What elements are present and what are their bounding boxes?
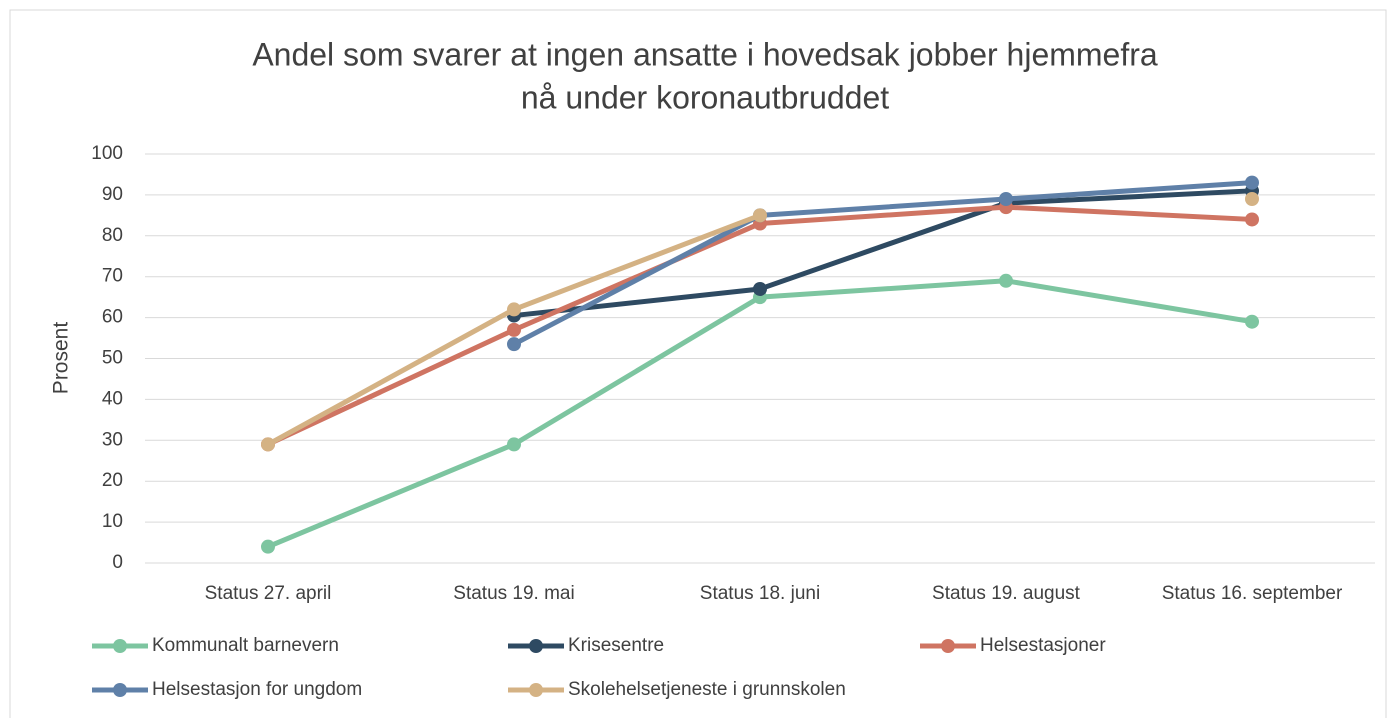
y-tick-label: 10	[102, 511, 123, 532]
x-tick-label: Status 19. august	[932, 583, 1081, 604]
series-line	[513, 188, 1253, 319]
legend-marker	[113, 683, 127, 697]
legend-label: Helsestasjon for ungdom	[152, 679, 362, 700]
data-point	[261, 539, 275, 554]
data-point	[261, 437, 275, 452]
legend-marker	[529, 683, 543, 697]
y-tick-label: 20	[102, 470, 123, 491]
chart-title: Andel som svarer at ingen ansatte i hove…	[252, 36, 1158, 72]
data-point	[1245, 212, 1259, 227]
data-point	[753, 281, 767, 296]
x-tick-label: Status 27. april	[205, 583, 332, 604]
data-point	[1245, 175, 1259, 190]
y-tick-label: 60	[102, 307, 123, 328]
y-axis-label: Prosent	[50, 322, 73, 395]
data-point	[507, 337, 521, 352]
x-tick-label: Status 16. september	[1162, 583, 1343, 604]
y-tick-label: 30	[102, 429, 123, 450]
y-tick-label: 40	[102, 388, 123, 409]
series-line	[512, 180, 1253, 347]
data-point	[1245, 314, 1259, 329]
data-point	[999, 273, 1013, 288]
data-point	[507, 302, 521, 317]
y-tick-label: 50	[102, 348, 123, 369]
y-tick-label: 90	[102, 184, 123, 205]
legend-label: Helsestasjoner	[980, 635, 1106, 656]
legend-marker	[529, 639, 543, 653]
y-tick-label: 100	[91, 143, 123, 164]
y-tick-label: 70	[102, 266, 123, 287]
chart-border	[9, 9, 1387, 718]
x-tick-label: Status 18. juni	[700, 583, 820, 604]
legend-marker	[113, 639, 127, 653]
data-point	[753, 208, 767, 223]
data-point	[999, 191, 1013, 206]
y-tick-label: 80	[102, 225, 123, 246]
data-point	[507, 437, 521, 452]
legend-label: Kommunalt barnevern	[152, 635, 339, 656]
legend-label: Skolehelsetjeneste i grunnskolen	[568, 679, 846, 700]
data-point	[507, 322, 521, 337]
legend-marker	[941, 639, 955, 653]
y-tick-label: 0	[112, 552, 123, 573]
chart-title: nå under koronautbruddet	[521, 79, 889, 115]
data-point	[1245, 191, 1259, 206]
legend-label: Krisesentre	[568, 635, 664, 656]
x-tick-label: Status 19. mai	[453, 583, 574, 604]
